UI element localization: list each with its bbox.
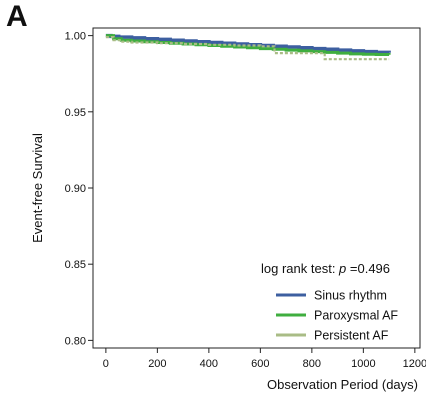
axis-ticks: 0 200 400 600 800 1000 1200 0.80 0.85 0.90 0.95 1.0… — [65, 31, 426, 370]
x-tick-label: 1000 — [351, 358, 375, 370]
x-tick-label: 0 — [103, 358, 109, 370]
x-tick-label: 200 — [148, 358, 166, 370]
log-rank-annotation: log rank test: p =0.496 — [261, 261, 390, 276]
series-line — [105, 33, 391, 55]
annotation-value: =0.496 — [346, 261, 390, 276]
x-axis-label: Observation Period (days) — [267, 377, 418, 392]
y-tick-label: 0.80 — [65, 335, 86, 347]
panel-label: A — [6, 0, 28, 33]
legend-label: Paroxysmal AF — [314, 309, 398, 323]
y-tick-label: 0.95 — [65, 107, 86, 119]
series-lines — [105, 33, 391, 61]
legend-label: Sinus rhythm — [314, 289, 387, 303]
series-line — [105, 34, 391, 56]
x-tick-label: 800 — [303, 358, 321, 370]
x-tick-label: 1200 — [403, 358, 426, 370]
y-tick-label: 1.00 — [65, 31, 86, 43]
legend-label: Persistent AF — [314, 329, 389, 343]
y-tick-label: 0.90 — [65, 183, 86, 195]
series-line — [105, 36, 390, 61]
legend: Sinus rhythm Paroxysmal AF Persistent AF — [276, 289, 398, 343]
annotation-p: p — [338, 261, 346, 276]
annotation-prefix: log rank test: — [261, 261, 339, 276]
x-tick-label: 600 — [251, 358, 269, 370]
x-tick-label: 400 — [200, 358, 218, 370]
y-axis-label: Event-free Survival — [30, 133, 45, 243]
y-tick-label: 0.85 — [65, 259, 86, 271]
